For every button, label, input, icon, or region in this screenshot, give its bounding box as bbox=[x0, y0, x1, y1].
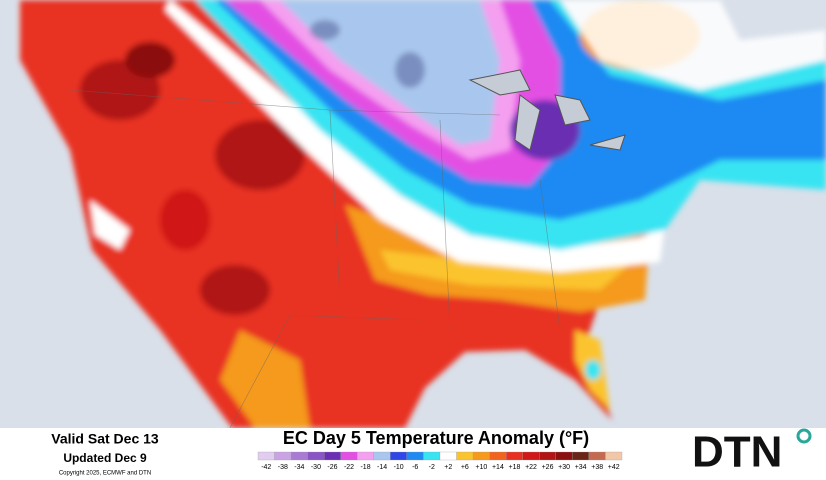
footer: Valid Sat Dec 13 Updated Dec 9 Copyright… bbox=[51, 428, 812, 477]
legend-label: +10 bbox=[475, 464, 487, 471]
logo: DTN bbox=[692, 428, 782, 477]
legend-swatch bbox=[357, 451, 374, 461]
legend-label: +2 bbox=[444, 464, 452, 471]
legend-swatch bbox=[257, 451, 275, 461]
copyright: Copyright 2025, ECMWF and DTN bbox=[59, 471, 151, 477]
legend-label: -6 bbox=[412, 464, 418, 471]
legend-label: +18 bbox=[509, 464, 521, 471]
legend-label: -2 bbox=[429, 464, 435, 471]
anomaly-map bbox=[0, 0, 826, 428]
legend-label: -22 bbox=[344, 464, 354, 471]
legend-label: +30 bbox=[558, 464, 570, 471]
legend-swatch bbox=[588, 451, 606, 461]
legend-swatch bbox=[489, 451, 507, 461]
legend-label: +42 bbox=[608, 464, 620, 471]
legend-label: +14 bbox=[492, 464, 504, 471]
legend-label: +34 bbox=[575, 464, 587, 471]
legend: -42 -38 -34 -30 -26 -22 -18 -14 -10 -6 -2 +2 +6 +10 +1… bbox=[257, 451, 623, 471]
legend-swatch bbox=[340, 451, 358, 461]
legend-label: -14 bbox=[377, 464, 387, 471]
legend-swatch bbox=[572, 451, 590, 461]
legend-swatch bbox=[274, 451, 292, 461]
legend-label: -42 bbox=[261, 464, 271, 471]
logo-dot bbox=[796, 428, 812, 444]
legend-swatch bbox=[439, 451, 457, 461]
legend-label: +22 bbox=[525, 464, 537, 471]
legend-swatch bbox=[605, 451, 623, 461]
legend-swatch bbox=[522, 451, 540, 461]
legend-label: +6 bbox=[461, 464, 469, 471]
legend-swatch bbox=[506, 451, 523, 461]
legend-label: -18 bbox=[360, 464, 370, 471]
legend-label: -26 bbox=[327, 464, 337, 471]
legend-label: -10 bbox=[394, 464, 404, 471]
legend-swatch bbox=[472, 451, 490, 461]
legend-swatch bbox=[555, 451, 573, 461]
legend-label: -30 bbox=[311, 464, 321, 471]
legend-label: -34 bbox=[294, 464, 304, 471]
legend-swatch bbox=[324, 451, 341, 461]
legend-label: +38 bbox=[591, 464, 603, 471]
legend-swatch bbox=[390, 451, 408, 461]
legend-swatch bbox=[423, 451, 441, 461]
legend-label: -38 bbox=[278, 464, 288, 471]
title: EC Day 5 Temperature Anomaly (°F) bbox=[283, 428, 589, 448]
legend-swatch bbox=[373, 451, 391, 461]
legend-swatch bbox=[290, 451, 308, 461]
legend-swatch bbox=[456, 451, 474, 461]
updated-text: Updated Dec 9 bbox=[63, 451, 147, 465]
legend-swatch bbox=[539, 451, 556, 461]
legend-label: +26 bbox=[542, 464, 554, 471]
legend-swatch bbox=[307, 451, 325, 461]
valid-text: Valid Sat Dec 13 bbox=[51, 431, 159, 447]
legend-swatch bbox=[406, 451, 424, 461]
